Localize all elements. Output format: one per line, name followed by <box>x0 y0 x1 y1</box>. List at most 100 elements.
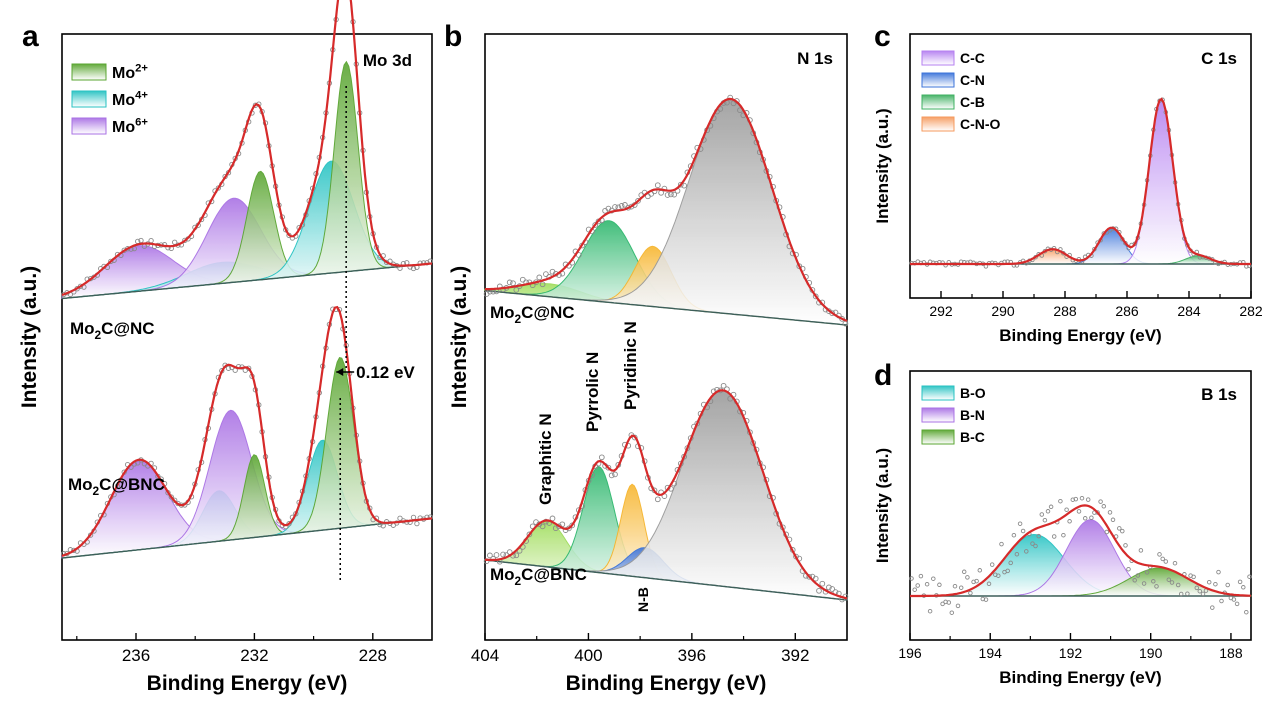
panel-d-legend-swatch <box>921 429 955 445</box>
panel-a-nc-data-point <box>172 239 178 245</box>
panel-d-legend-swatch <box>921 385 955 401</box>
panel-b-nc-data-point <box>654 182 661 189</box>
panel-c-tick-label: 282 <box>1239 303 1263 319</box>
panel-b-sample-bnc-label: Mo2C@BNC <box>490 565 587 588</box>
panel-d-data-point <box>927 608 933 614</box>
panel-b-tick-label: 404 <box>471 646 499 665</box>
panel-a-tick-label: 228 <box>359 646 387 665</box>
panel-a-bnc-envelope <box>61 305 433 557</box>
panel-c-ylabel: Intensity (a.u.) <box>873 108 892 223</box>
panel-d-data-point <box>1036 533 1041 539</box>
panel-b-nc-data-point <box>612 204 618 210</box>
panel-b-bnc-data-point <box>806 573 813 580</box>
panel-b-bnc-data-point <box>612 471 618 478</box>
panel-b-nc-data-point <box>622 202 628 208</box>
panel-a-nc-baseline <box>61 262 433 300</box>
panel-b-title: N 1s <box>797 49 833 68</box>
panel-d-data-point <box>1247 574 1252 579</box>
panel-d-data-point <box>1138 548 1144 553</box>
panel-b-label-nb: N-B <box>635 587 651 612</box>
panel-d-tick-label: 188 <box>1219 645 1243 661</box>
panel-b-nc-data-point <box>829 310 836 317</box>
panel-d-data-point <box>1141 581 1147 586</box>
panel-b-tick-label: 392 <box>781 646 809 665</box>
panel-b-bnc-data-point <box>526 531 533 538</box>
panel-b-nc-envelope <box>485 97 848 322</box>
panel-d-data-point <box>1151 579 1156 584</box>
panel-b-nc-data-point <box>510 280 516 287</box>
panel-d-title: B 1s <box>1201 385 1237 404</box>
panel-b-nc-data-point <box>668 191 674 198</box>
panel-d-b1s: 196 194 192 190 188 Binding Energy (eV) Intens… <box>873 359 1252 687</box>
panel-b-nc-data-point <box>681 182 687 189</box>
panel-d-data-point <box>958 585 964 590</box>
panel-d-data-point <box>1191 574 1196 580</box>
panel-b-bnc-data-point <box>598 454 605 461</box>
panel-d-data-point <box>1120 528 1125 534</box>
panel-b-label-graphitic: Graphitic N <box>536 413 555 505</box>
panel-a-legend-swatch <box>71 63 107 81</box>
panel-d-data-point <box>924 581 930 587</box>
panel-b-nc-data-point <box>671 191 678 198</box>
panel-d-data-point <box>1178 591 1184 597</box>
panel-c-frame <box>909 33 1252 299</box>
panel-b-frame <box>484 33 848 641</box>
panel-b-n1s: 404 400 396 392 Binding Energy (eV) Intensity… <box>444 20 849 695</box>
panel-d-data-point <box>1194 585 1200 591</box>
panel-d-legend-label: B-O <box>960 385 986 401</box>
panel-b-xlabel: Binding Energy (eV) <box>566 672 767 695</box>
panel-d-data-point <box>1051 534 1057 539</box>
panel-d-data-point <box>918 573 924 579</box>
panel-c-legend-label: C-B <box>960 94 985 110</box>
panel-d-data-point <box>974 578 979 584</box>
panel-d-data-point <box>1070 497 1076 502</box>
panel-b-nc-data-point <box>677 181 684 188</box>
panel-d-data-point <box>1213 581 1218 587</box>
panel-a-xlabel: Binding Energy (eV) <box>147 672 348 695</box>
panel-a-legend-swatch <box>71 117 107 135</box>
panel-a-legend-swatch <box>71 90 107 108</box>
panel-b-sample-nc-label: Mo2C@NC <box>490 303 575 326</box>
panel-b-bnc-envelope <box>484 389 848 600</box>
panel-b-bnc-baseline <box>484 559 848 601</box>
panel-b-nc-data-point <box>664 192 671 198</box>
panel-d-data-point <box>1045 509 1051 514</box>
panel-d-data-point <box>1017 521 1023 526</box>
panel-c-legend-label: C-N <box>960 72 985 88</box>
panel-a-nc-data-point <box>410 265 417 272</box>
panel-b-nc-data-point <box>658 189 664 196</box>
panel-d-data-point <box>1020 528 1026 534</box>
panel-d-data-point <box>1157 552 1162 557</box>
panel-d-data-point <box>961 569 967 575</box>
panel-c-envelope <box>910 97 1251 266</box>
panel-d-data-point <box>1244 609 1249 615</box>
panel-d-data-point <box>1005 568 1010 574</box>
panel-d-data-point <box>1048 504 1054 510</box>
panel-d-data-point <box>1024 549 1029 554</box>
panel-d-data-point <box>1076 509 1082 514</box>
panel-d-data-point <box>1210 605 1215 610</box>
panel-a-shift-arrowhead <box>336 368 344 376</box>
panel-d-data-point <box>1160 556 1165 562</box>
panel-d-data-point <box>1175 582 1181 588</box>
panel-a-nc-data-point <box>138 237 144 244</box>
panel-d-data-point <box>1107 510 1113 515</box>
panel-d-data-point <box>1166 577 1172 582</box>
panel-d-tick-label: 190 <box>1139 645 1163 661</box>
panel-letter-b: b <box>444 20 462 53</box>
panel-b-bnc-data-point <box>539 523 546 530</box>
panel-b-nc-data-point <box>536 274 543 281</box>
panel-d-data-point <box>1169 580 1175 585</box>
panel-a-bnc-data-point <box>397 515 403 521</box>
panel-b-bnc-data-point <box>812 575 819 582</box>
panel-a-bnc-data-point <box>414 520 420 527</box>
panel-b-bnc-data-point <box>559 521 566 528</box>
panel-b-nc-data-point <box>519 276 526 283</box>
panel-d-data-point <box>1098 499 1103 504</box>
panel-d-data-point <box>915 583 920 588</box>
panel-d-data-point <box>983 597 989 602</box>
panel-c-tick-label: 288 <box>1053 303 1077 319</box>
panel-a-sample-bnc-label: Mo2C@BNC <box>68 475 165 498</box>
panel-d-data-point <box>1200 591 1206 597</box>
